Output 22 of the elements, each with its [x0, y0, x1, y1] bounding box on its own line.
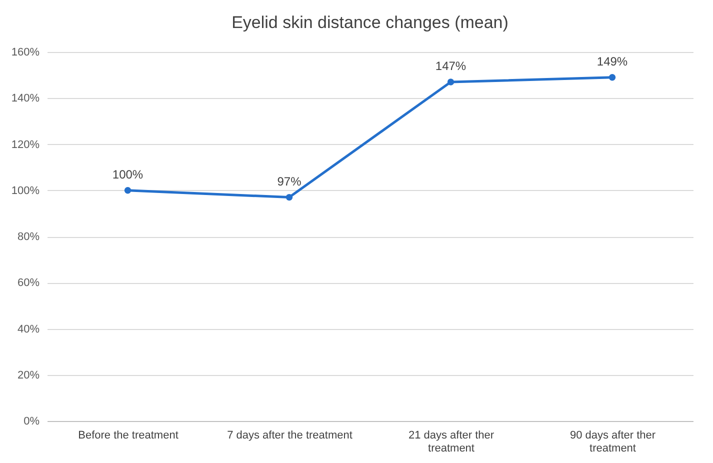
y-tick-label: 60% [17, 277, 40, 290]
point [124, 187, 132, 194]
point [608, 74, 616, 81]
data-label: 97% [277, 174, 302, 188]
data-label: 100% [112, 167, 144, 182]
y-tick-label: 120% [11, 138, 40, 151]
x-tick-label: Before the treatment [78, 430, 178, 442]
chart-title: Eyelid skin distance changes (mean) [232, 13, 508, 32]
y-tick-label: 20% [17, 369, 40, 382]
y-tick-label: 140% [11, 92, 40, 105]
x-tick-label: 90 days after ther treatment [570, 430, 656, 454]
x-tick-label: 21 days after ther treatment [408, 430, 494, 454]
y-tick-label: 80% [17, 231, 40, 243]
y-tick-label: 100% [11, 184, 40, 197]
point [447, 78, 454, 86]
y-tick-label: 0% [24, 416, 40, 428]
x-tick-label: 7 days after the treatment [227, 430, 352, 442]
data-label: 147% [435, 58, 466, 73]
y-tick-label: 40% [17, 323, 40, 336]
y-tick-label: 160% [11, 46, 40, 58]
point [286, 194, 293, 201]
data-label: 149% [596, 54, 628, 68]
